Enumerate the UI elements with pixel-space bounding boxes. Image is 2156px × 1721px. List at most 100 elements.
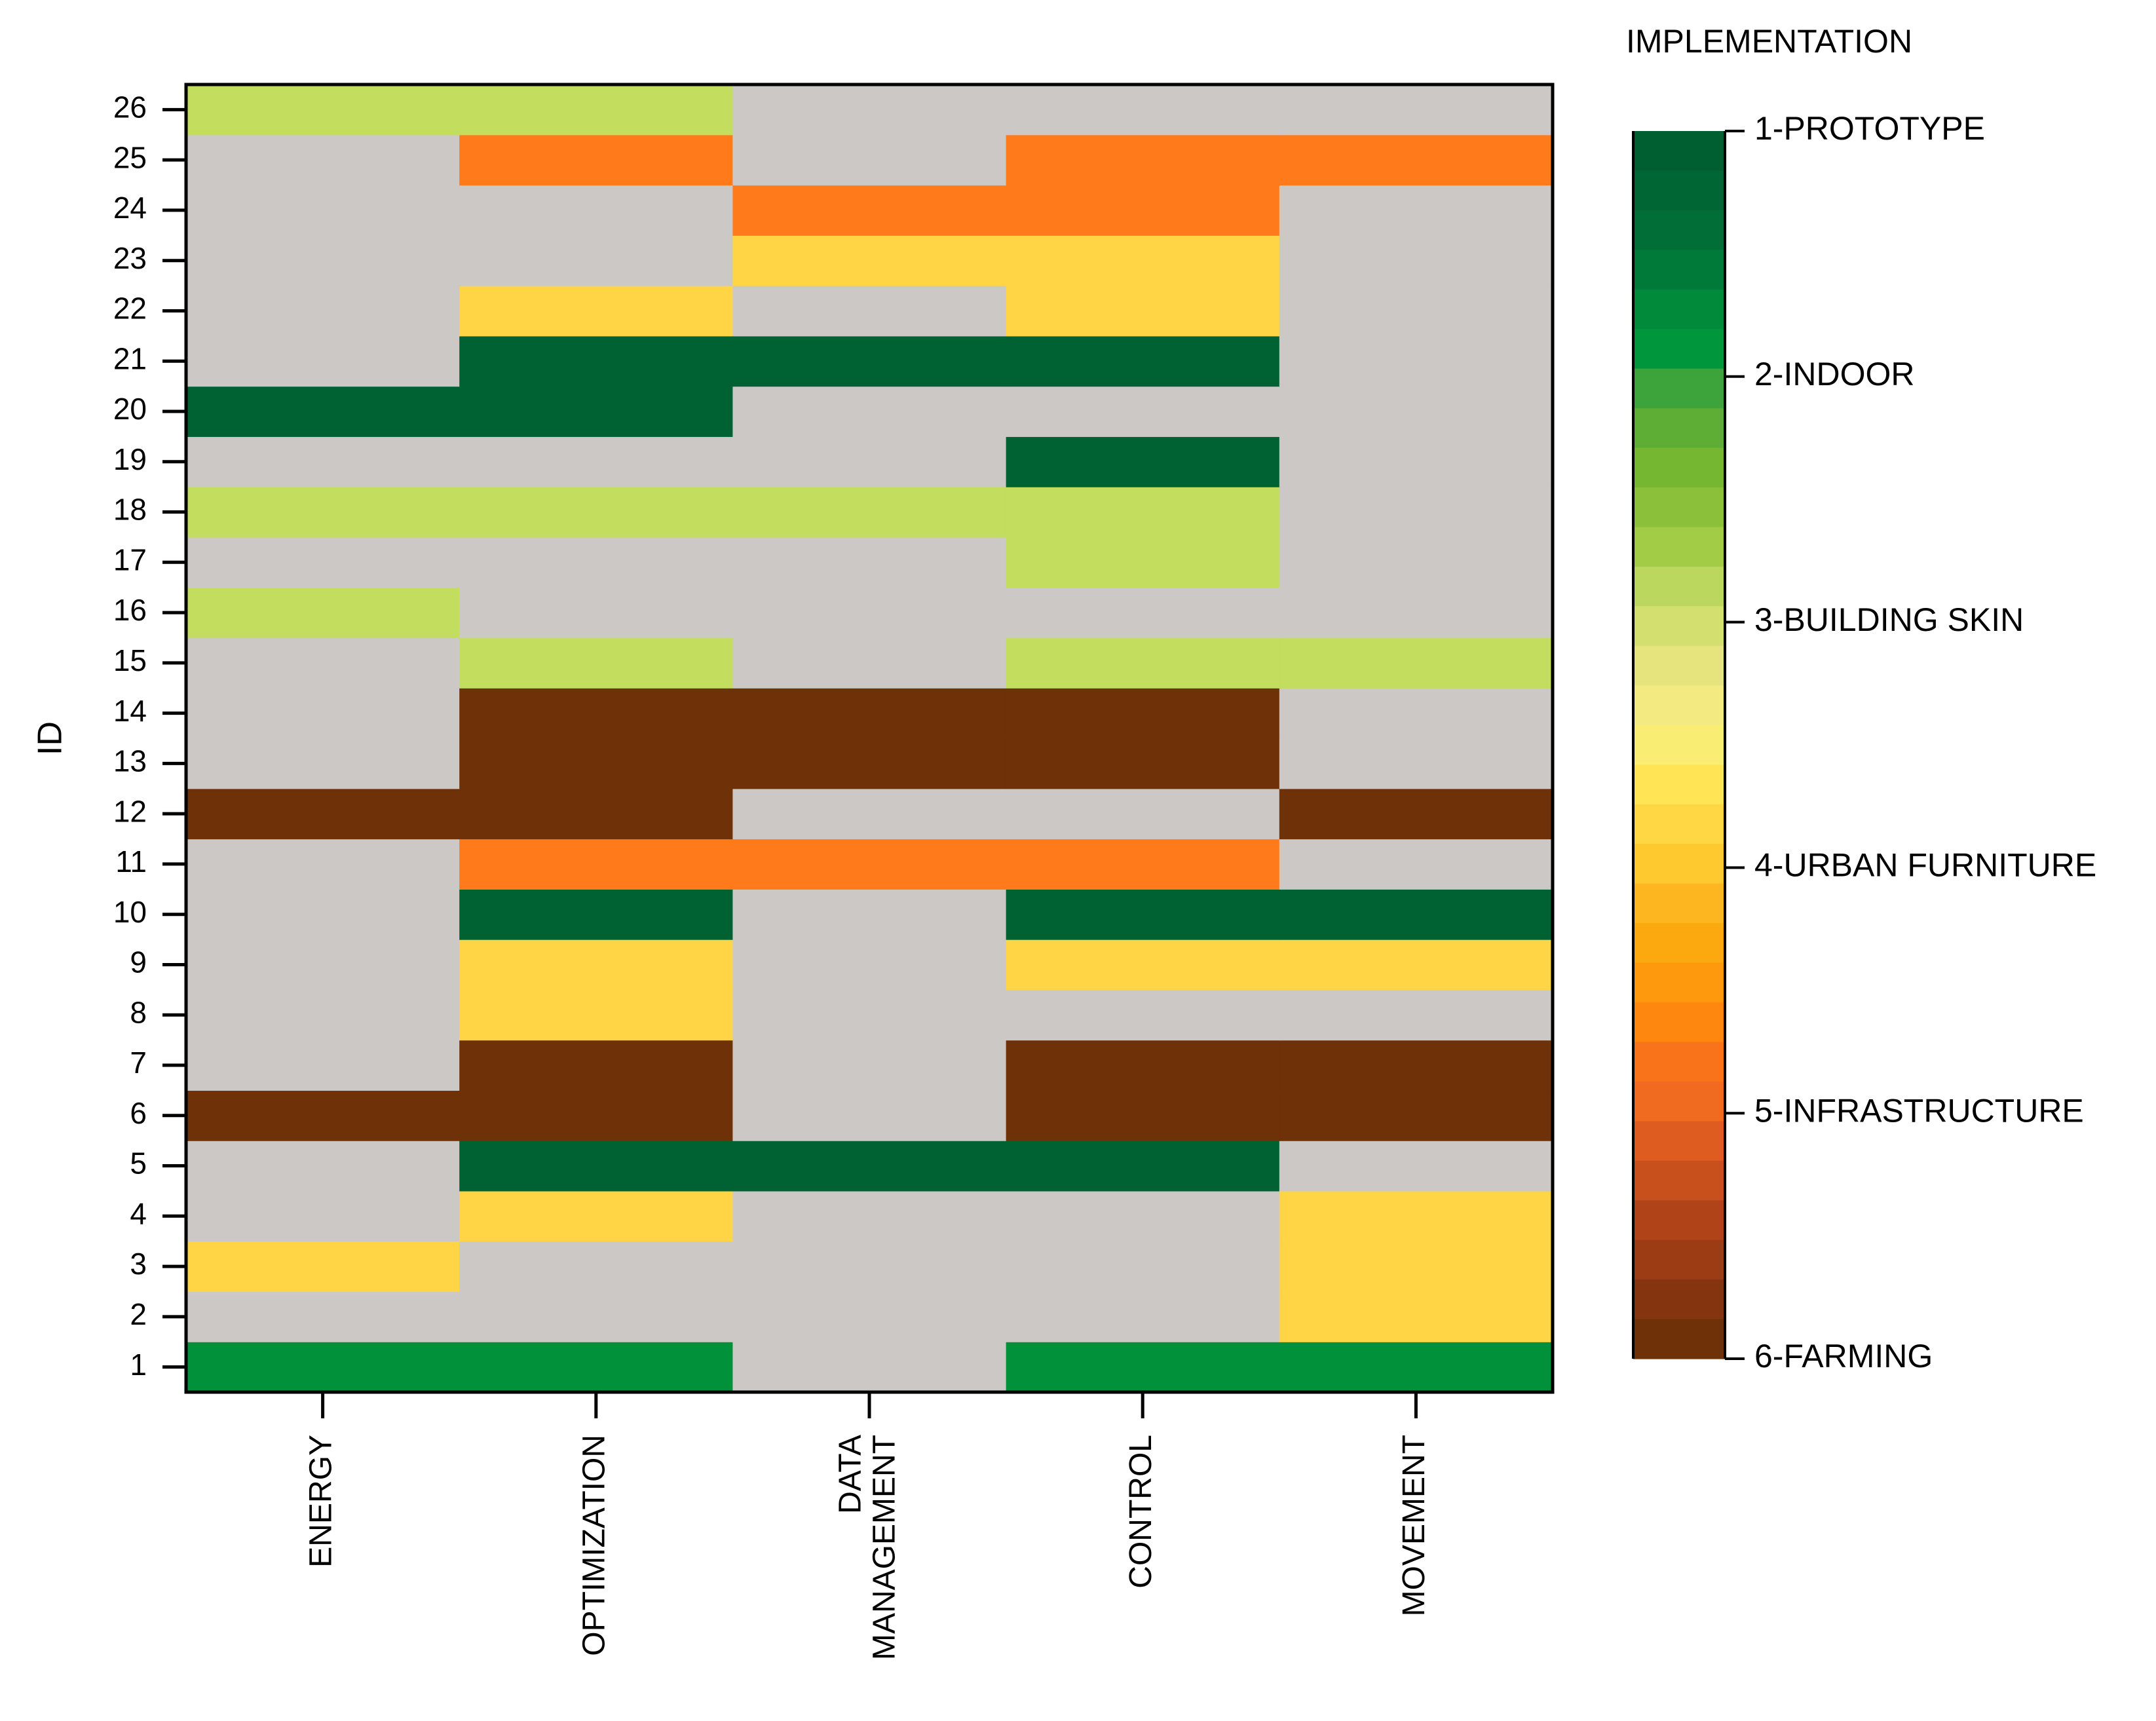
heatmap-cell [186,185,460,236]
heatmap-cell [1279,637,1553,689]
colorbar-segment [1633,1239,1725,1280]
heatmap-cell [1279,587,1553,639]
heatmap-cell [1279,335,1553,387]
heatmap-cell [1006,889,1280,940]
heatmap-cell [1279,839,1553,890]
heatmap-cell [732,1040,1007,1091]
colorbar-segment [1633,447,1725,488]
heatmap-cell [1006,989,1280,1041]
heatmap-cell [186,487,460,538]
heatmap-cell [1279,989,1553,1041]
heatmap-cell [186,1090,460,1141]
heatmap-cell [1279,1040,1553,1091]
y-tick-label: 1 [130,1348,147,1382]
heatmap-cell [732,335,1007,387]
heatmap-cell [1279,1190,1553,1242]
heatmap-cell [186,839,460,890]
colorbar-segment [1633,1160,1725,1201]
colorbar-label: 1-PROTOTYPE [1754,110,1985,147]
heatmap-cell [186,738,460,789]
heatmap-cell [1279,286,1553,337]
heatmap-cell [459,989,733,1041]
heatmap-cells [186,85,1553,1393]
y-tick-label: 2 [130,1297,147,1331]
heatmap-cell [1279,1342,1553,1393]
colorbar-segment [1633,131,1725,172]
y-tick-label: 6 [130,1096,147,1130]
heatmap-cell [186,1241,460,1293]
heatmap-cell [732,185,1007,236]
y-tick-label: 14 [113,694,147,728]
heatmap-cell [186,235,460,286]
heatmap-cell [1006,1190,1280,1242]
heatmap-cell [1279,1241,1553,1293]
y-tick-label: 5 [130,1146,147,1181]
heatmap-cell [1279,487,1553,538]
heatmap-cell [1279,85,1553,136]
heatmap-cell [1279,738,1553,789]
heatmap-cell [1279,185,1553,236]
colorbar: 1-PROTOTYPE 2-INDOOR 3-BUILDING SKIN 4-URBA… [1632,110,2096,1374]
heatmap-cell [1279,939,1553,991]
y-axis-ticks: 1234567891011121314151617181920212223242… [113,90,186,1382]
colorbar-segment [1633,804,1725,844]
heatmap-cell [732,839,1007,890]
heatmap-cell [1279,537,1553,588]
heatmap-cell [459,1342,733,1393]
colorbar-segment [1633,487,1725,528]
heatmap-cell [1006,1090,1280,1141]
y-tick-label: 4 [130,1196,147,1230]
y-tick-label: 3 [130,1247,147,1281]
y-tick-label: 23 [113,241,147,275]
heatmap-cell [1006,1141,1280,1192]
heatmap-cell [1006,436,1280,487]
heatmap-cell [1279,1090,1553,1141]
heatmap-cell [1006,1241,1280,1293]
heatmap-cell [732,1090,1007,1141]
colorbar-label: 4-URBAN FURNITURE [1754,847,2096,884]
colorbar-label: 2-INDOOR [1754,356,1914,392]
y-tick-label: 16 [113,593,147,627]
heatmap-cell [1006,738,1280,789]
y-tick-label: 11 [115,844,147,879]
heatmap-cell [1279,134,1553,186]
heatmap-cell [1006,235,1280,286]
heatmap-cell [459,889,733,940]
colorbar-label: 5-INFRASTRUCTURE [1754,1092,2084,1129]
heatmap-cell [1006,85,1280,136]
heatmap-cell [732,1291,1007,1342]
colorbar-segment [1633,1319,1725,1359]
heatmap-cell [732,738,1007,789]
colorbar-segment [1633,1121,1725,1162]
heatmap-cell [1006,1342,1280,1393]
heatmap-cell [732,939,1007,991]
heatmap-cell [459,235,733,286]
x-tick-label: ENERGY [303,1435,338,1568]
heatmap-cell [1006,134,1280,186]
heatmap-cell [459,1040,733,1091]
heatmap-cell [1279,1291,1553,1342]
y-tick-label: 21 [113,341,147,375]
colorbar-segment [1633,1279,1725,1320]
heatmap-cell [1279,386,1553,437]
heatmap-cell [1006,1040,1280,1091]
colorbar-segment [1633,368,1725,409]
x-tick-label: OPTIMIZATION [577,1435,611,1656]
heatmap-cell [732,487,1007,538]
heatmap-cell [732,688,1007,739]
y-tick-label: 20 [113,392,147,426]
heatmap-cell [186,637,460,689]
colorbar-segment [1633,566,1725,607]
heatmap-cell [732,1342,1007,1393]
heatmap-cell [459,386,733,437]
heatmap-cell [1279,788,1553,840]
x-tick-label: MOVEMENT [1397,1435,1431,1616]
heatmap-cell [186,1190,460,1242]
heatmap-cell [459,436,733,487]
heatmap-cell [186,85,460,136]
heatmap-cell [186,1040,460,1091]
colorbar-segment [1633,725,1725,765]
heatmap-cell [1279,688,1553,739]
y-tick-label: 19 [113,442,147,476]
